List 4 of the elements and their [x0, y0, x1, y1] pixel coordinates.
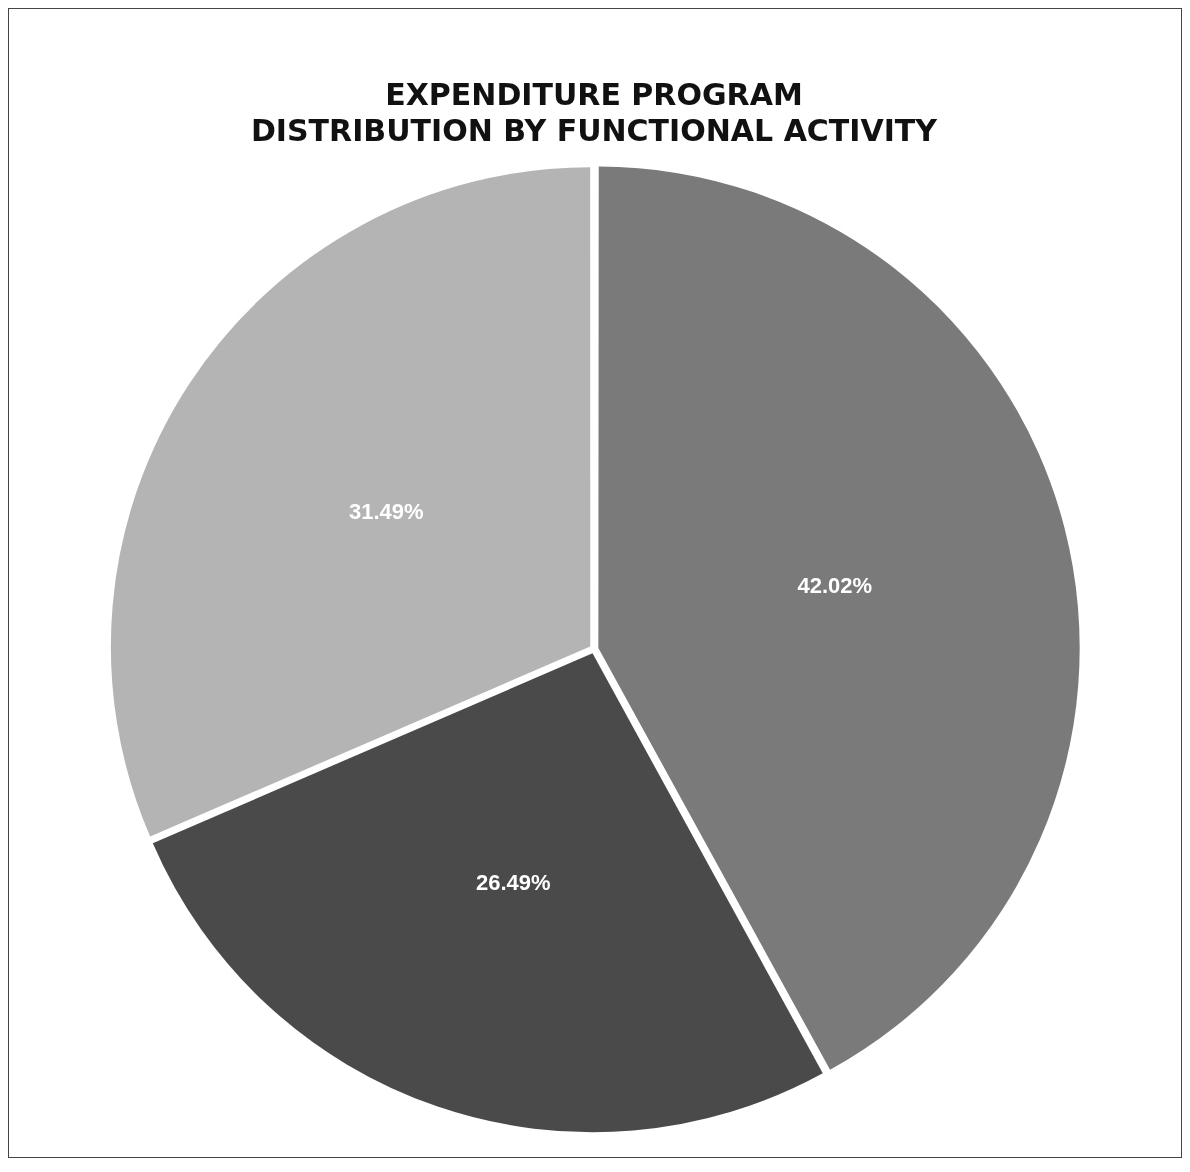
chart-title: EXPENDITURE PROGRAM DISTRIBUTION BY FUNCTIONAL ACTIVITY [250, 76, 939, 148]
data-label: 26.49% [475, 870, 551, 896]
data-label: 31.49% [349, 498, 424, 524]
data-label: 42.02% [797, 573, 873, 599]
